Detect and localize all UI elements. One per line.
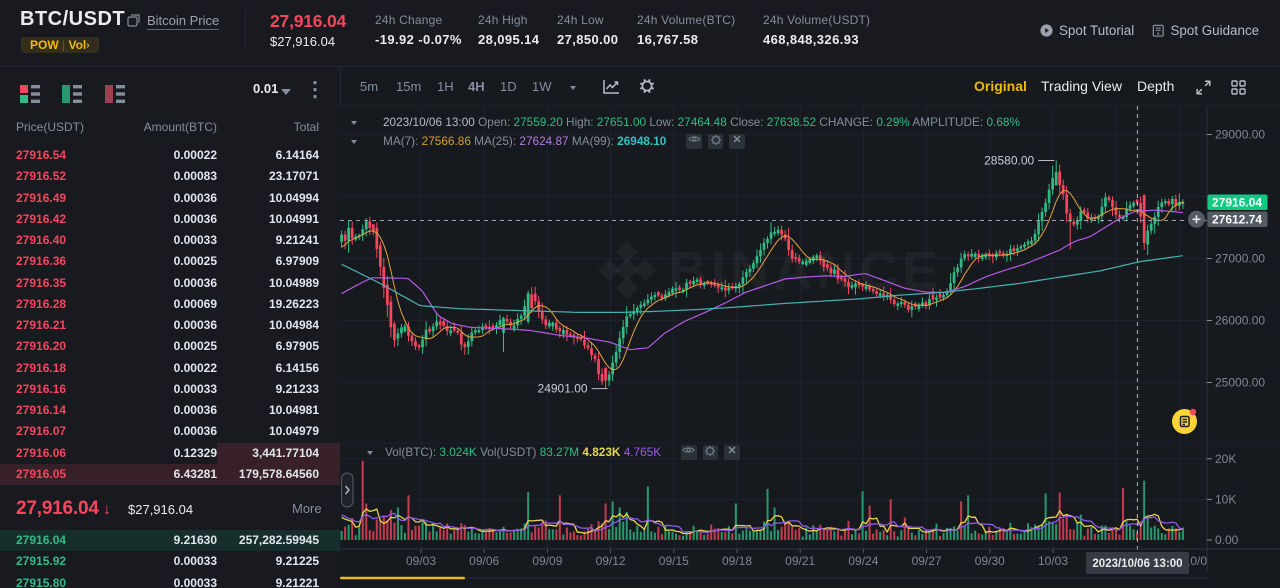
svg-text:09/24: 09/24 xyxy=(848,554,878,568)
svg-text:27612.74: 27612.74 xyxy=(1212,213,1262,227)
svg-text:09/18: 09/18 xyxy=(722,554,752,568)
svg-text:2023/10/06 13:00: 2023/10/06 13:00 xyxy=(1092,558,1182,570)
svg-text:10K: 10K xyxy=(1215,492,1236,506)
svg-text:26000.00: 26000.00 xyxy=(1215,314,1265,328)
svg-text:09/30: 09/30 xyxy=(975,554,1005,568)
svg-text:25000.00: 25000.00 xyxy=(1215,376,1265,390)
svg-text:BINANCE: BINANCE xyxy=(668,241,942,301)
svg-text:10/03: 10/03 xyxy=(1038,554,1068,568)
svg-text:20K: 20K xyxy=(1215,452,1236,466)
svg-text:27000.00: 27000.00 xyxy=(1215,252,1265,266)
svg-text:29000.00: 29000.00 xyxy=(1215,128,1265,142)
svg-text:09/27: 09/27 xyxy=(912,554,942,568)
svg-text:24901.00: 24901.00 xyxy=(538,382,588,396)
svg-text:09/15: 09/15 xyxy=(659,554,689,568)
svg-text:09/03: 09/03 xyxy=(406,554,436,568)
svg-text:0.00: 0.00 xyxy=(1215,533,1239,547)
svg-text:09/06: 09/06 xyxy=(469,554,499,568)
svg-text:09/12: 09/12 xyxy=(596,554,626,568)
svg-text:28580.00: 28580.00 xyxy=(984,154,1034,168)
svg-text:09/21: 09/21 xyxy=(785,554,815,568)
svg-text:09/09: 09/09 xyxy=(532,554,562,568)
svg-text:27916.04: 27916.04 xyxy=(1212,196,1262,210)
svg-text:10/0: 10/0 xyxy=(1184,554,1208,568)
